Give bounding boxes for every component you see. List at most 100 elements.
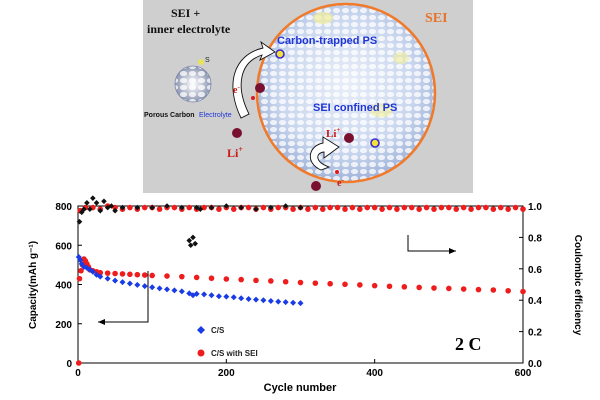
- data-point: [186, 237, 193, 244]
- data-point: [223, 203, 230, 209]
- y-tick-label: 0: [66, 359, 72, 370]
- data-point: [453, 206, 460, 212]
- data-point: [216, 206, 222, 212]
- data-point: [90, 195, 96, 201]
- data-point: [275, 204, 282, 211]
- data-point: [126, 280, 133, 287]
- data-point: [267, 297, 274, 304]
- legend-item-cs: C/S: [197, 326, 225, 335]
- data-point: [408, 204, 415, 211]
- y2-tick-label: 0.4: [528, 296, 542, 307]
- data-point: [238, 276, 244, 283]
- data-point: [260, 297, 267, 304]
- data-point: [505, 287, 511, 294]
- y-axis-label: Capacity(mAh g⁻¹): [28, 241, 39, 329]
- data-point: [275, 298, 282, 305]
- electron-label-left: e-: [233, 83, 240, 96]
- data-point: [76, 275, 83, 282]
- x-axis-label: Cycle number: [264, 382, 337, 394]
- y2-axis-label: Coulombic efficiency: [572, 235, 583, 336]
- data-point: [186, 204, 193, 211]
- data-point: [416, 206, 422, 212]
- y-tick-label: 200: [55, 320, 72, 331]
- li-ion-dot-upper: [255, 83, 265, 93]
- data-point: [134, 281, 141, 288]
- data-point: [297, 279, 304, 286]
- data-point: [201, 291, 208, 298]
- curved-arrow-lower-icon: [309, 136, 340, 171]
- li-ion-dot-bottom: [311, 181, 321, 191]
- li-ion-dot-inner: [344, 133, 354, 143]
- data-point: [357, 282, 363, 288]
- data-point: [319, 206, 326, 212]
- data-point: [104, 275, 111, 282]
- data-point: [119, 271, 126, 277]
- data-point: [401, 284, 408, 290]
- li-label-left: Li+: [227, 145, 243, 160]
- data-point: [394, 206, 400, 212]
- data-point: [192, 240, 198, 247]
- x-tick-label: 0: [75, 368, 81, 379]
- electron-dot-bottom: [335, 170, 339, 174]
- sei-confined-ps-marker: [370, 138, 380, 148]
- carbon-trapped-ps-marker: [275, 49, 285, 59]
- data-point: [520, 206, 526, 212]
- data-point: [178, 288, 185, 295]
- data-point: [223, 276, 230, 282]
- x-tick-label: 400: [366, 368, 383, 379]
- data-point: [164, 203, 170, 209]
- data-point: [171, 204, 178, 211]
- data-point: [290, 206, 296, 212]
- legend-label-cs-with-sei: C/S with SEI: [211, 349, 258, 358]
- data-point: [78, 267, 84, 274]
- data-point: [342, 206, 348, 212]
- data-point: [386, 204, 393, 211]
- data-point: [483, 204, 489, 211]
- left-axis-indicator-arrow: [98, 271, 149, 323]
- data-point: [327, 280, 333, 287]
- data-point: [93, 200, 100, 206]
- data-point: [468, 206, 474, 212]
- data-point: [475, 204, 482, 211]
- data-point: [253, 277, 259, 284]
- data-point: [127, 204, 133, 211]
- data-point: [512, 204, 519, 211]
- y2-tick-labels: 0.0 0.2 0.4 0.6 0.8 1.0: [528, 202, 542, 370]
- y2-tick-label: 0.6: [528, 265, 542, 276]
- data-point: [431, 206, 437, 212]
- y2-tick-label: 0.8: [528, 233, 542, 244]
- data-point: [245, 296, 252, 303]
- data-point: [119, 279, 126, 286]
- data-point: [97, 273, 104, 280]
- x-tick-label: 600: [515, 368, 532, 379]
- data-point: [171, 287, 178, 294]
- data-point: [505, 206, 511, 212]
- data-point: [208, 275, 215, 282]
- axis-ticks: [77, 205, 524, 364]
- data-point: [112, 277, 119, 284]
- data-point: [305, 206, 311, 212]
- data-point: [282, 203, 289, 209]
- data-point: [438, 204, 445, 211]
- x-tick-label: 200: [218, 368, 235, 379]
- data-point: [245, 204, 252, 211]
- y2-tick-label: 1.0: [528, 202, 542, 213]
- data-point: [475, 286, 482, 293]
- sei-label: SEI: [425, 11, 448, 26]
- data-point: [371, 282, 378, 289]
- data-point: [268, 278, 274, 284]
- li-label-inner: Li+: [326, 126, 340, 140]
- legend: C/S C/S with SEI: [197, 326, 258, 358]
- data-point: [253, 296, 259, 303]
- data-point: [364, 204, 371, 211]
- data-point: [334, 204, 341, 211]
- data-point: [327, 204, 333, 211]
- data-point: [357, 206, 363, 212]
- capacity-efficiency-chart: 0 200 400 600 0 200 400 600 800 0.0 0.2 0.4 0.6 0.8…: [28, 195, 583, 394]
- data-point: [215, 293, 222, 300]
- data-point: [371, 204, 378, 211]
- y-tick-label: 800: [55, 202, 72, 213]
- data-point: [282, 299, 289, 306]
- data-point: [164, 273, 170, 279]
- data-point: [401, 204, 408, 211]
